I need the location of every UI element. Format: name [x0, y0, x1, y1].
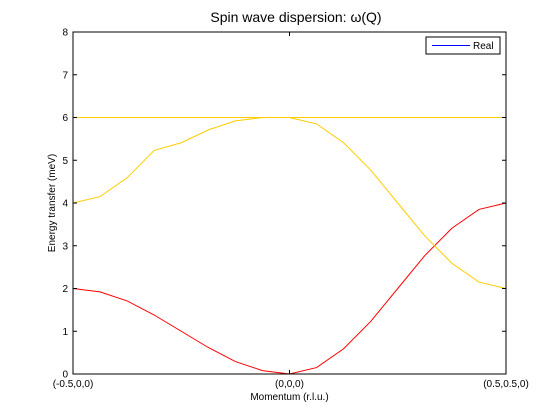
- y-tick-label: 6: [62, 113, 68, 124]
- y-tick-label: 1: [62, 327, 68, 338]
- x-tick-label: (0,0,0): [275, 379, 304, 390]
- legend-label-real: Real: [473, 41, 494, 52]
- axis-ticks: 0 1 2 3 4 5 6 7 8 (-0.5,0,0) (0,0,0) (0.5,0.5,0): [53, 28, 529, 391]
- y-axis-label: Energy transfer (meV): [47, 154, 58, 252]
- x-axis-label: Momentum (r.l.u.): [250, 392, 328, 403]
- legend: Real: [425, 36, 501, 55]
- y-tick-label: 2: [62, 284, 68, 295]
- y-tick-label: 0: [62, 370, 68, 381]
- x-tick-label: (-0.5,0,0): [53, 379, 94, 390]
- chart-title: Spin wave dispersion: ω(Q): [210, 9, 381, 25]
- y-tick-label: 7: [62, 70, 68, 81]
- y-tick-label: 8: [62, 28, 68, 39]
- y-tick-label: 4: [62, 199, 68, 210]
- x-tick-label: (0.5,0.5,0): [483, 379, 529, 390]
- y-tick-label: 5: [62, 156, 68, 167]
- y-tick-label: 3: [62, 241, 68, 252]
